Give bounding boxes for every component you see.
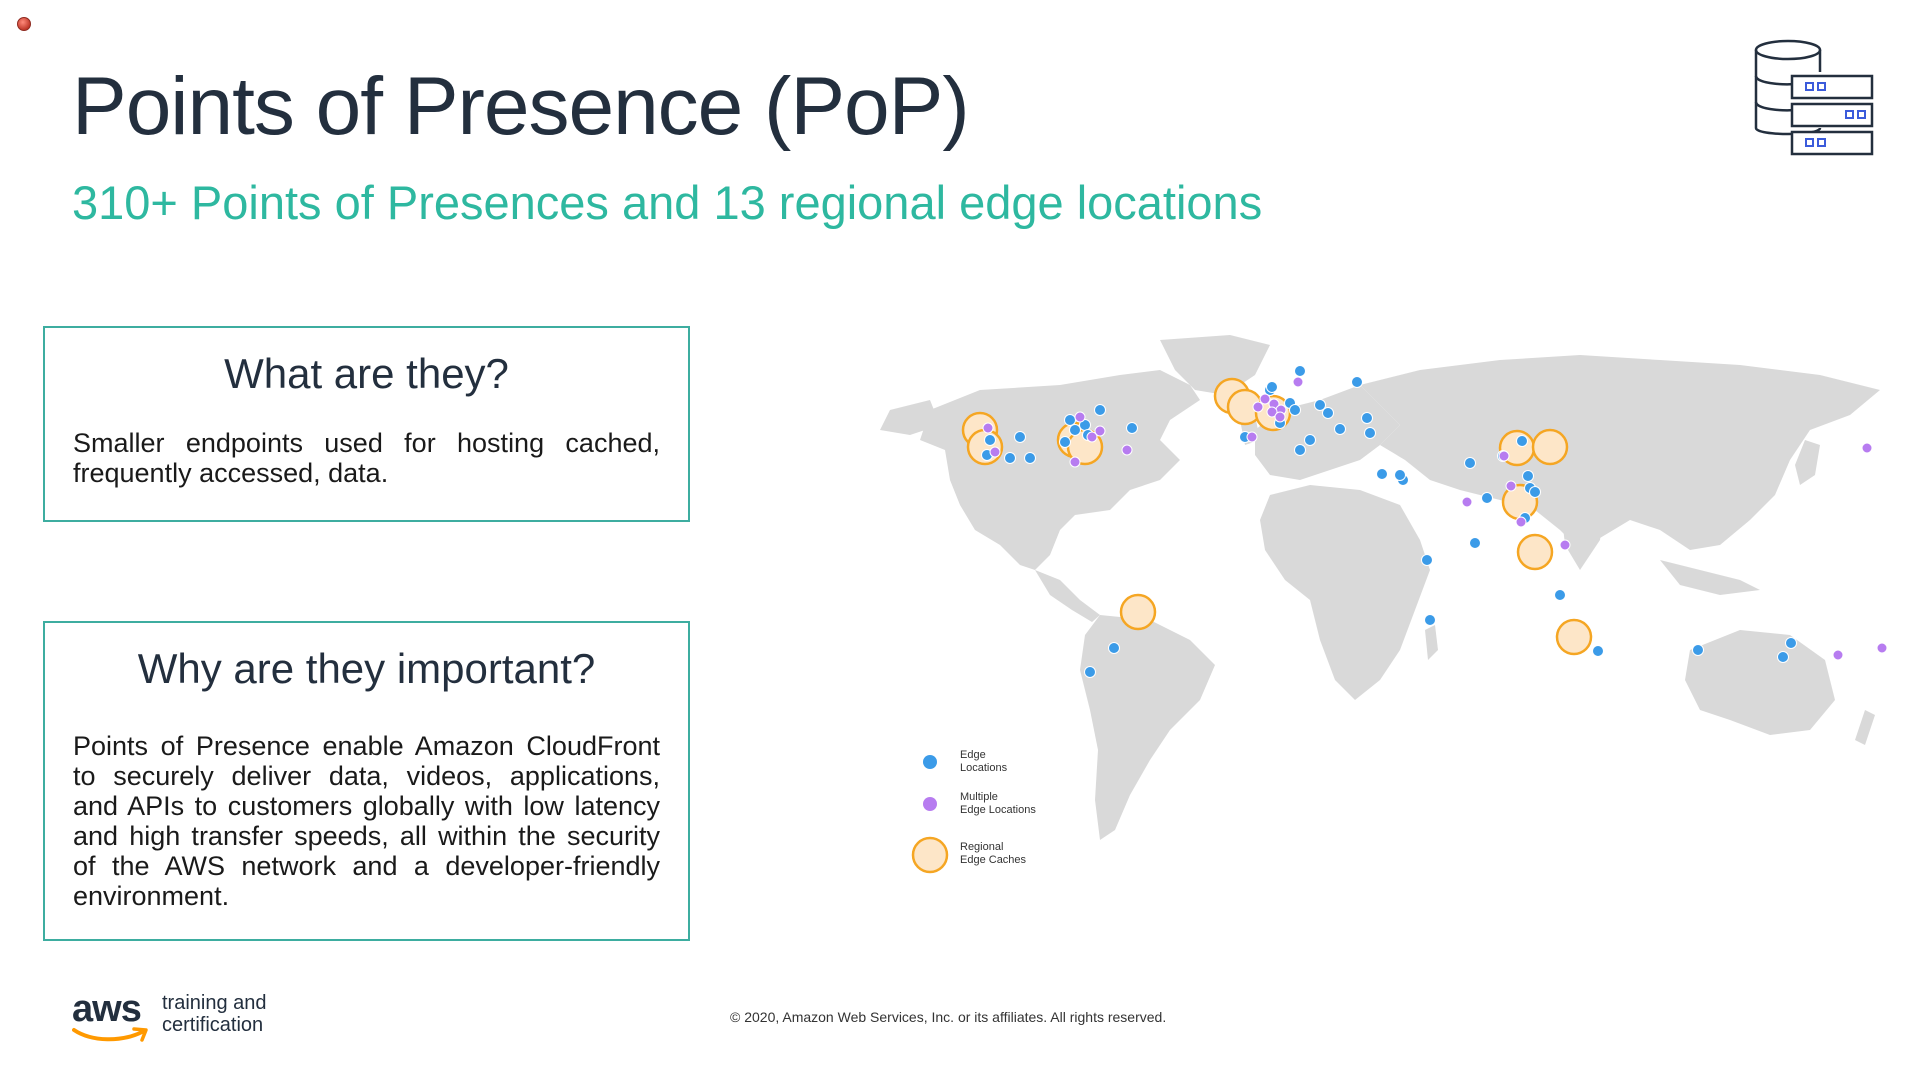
legend-multi-label: Multiple Edge Locations <box>960 791 1036 816</box>
multiple-edge-location-marker <box>1121 444 1133 456</box>
edge-location-marker <box>1294 444 1306 456</box>
edge-location-marker <box>1126 422 1138 434</box>
multiple-edge-location-marker <box>1074 411 1086 423</box>
edge-location-marker <box>1014 431 1026 443</box>
multiple-edge-location-marker <box>1246 431 1258 443</box>
edge-location-marker <box>1294 365 1306 377</box>
card-body: Points of Presence enable Amazon CloudFr… <box>73 731 660 911</box>
multiple-edge-location-marker <box>1274 411 1286 423</box>
card-heading: What are they? <box>224 350 509 397</box>
multiple-edge-location-marker <box>1086 431 1098 443</box>
multiple-edge-location-marker <box>989 446 1001 458</box>
edge-location-marker <box>1421 554 1433 566</box>
multiple-edge-location-marker <box>1515 516 1527 528</box>
multiple-edge-location-marker <box>1252 401 1264 413</box>
edge-location-marker <box>1516 435 1528 447</box>
page-title: Points of Presence (PoP) <box>72 61 970 152</box>
legend-regional-label: Regional Edge Caches <box>960 841 1027 866</box>
copyright-notice: © 2020, Amazon Web Services, Inc. or its… <box>730 1009 1167 1025</box>
multiple-edge-location-marker <box>1876 642 1888 654</box>
multiple-edge-location-marker <box>1832 649 1844 661</box>
what-are-they-card: What are they? Smaller endpoints used fo… <box>43 326 690 522</box>
edge-location-marker <box>1464 457 1476 469</box>
card-heading: Why are they important? <box>137 645 596 692</box>
edge-location-marker <box>1108 642 1120 654</box>
legend-edge-label: Edge Locations <box>960 749 1008 774</box>
edge-location-marker <box>1094 404 1106 416</box>
aws-tagline: training and certification <box>162 992 267 1036</box>
edge-location-marker <box>1004 452 1016 464</box>
edge-location-marker <box>1469 537 1481 549</box>
world-map <box>880 335 1888 840</box>
multiple-edge-location-marker <box>1094 425 1106 437</box>
regional-edge-cache-marker <box>1555 618 1593 656</box>
edge-location-marker <box>1304 434 1316 446</box>
land-indonesia <box>1660 560 1760 595</box>
land-greenland <box>1160 335 1270 395</box>
regional-edge-cache-marker <box>1119 593 1157 631</box>
edge-location-marker <box>1424 614 1436 626</box>
edge-location-marker <box>1084 666 1096 678</box>
land-madagascar <box>1425 625 1438 660</box>
land-asia <box>1360 355 1880 550</box>
aws-training-logo: aws training and certification <box>72 988 282 1046</box>
edge-location-marker <box>1322 407 1334 419</box>
land-alaska <box>880 400 940 435</box>
edge-location-marker <box>1364 427 1376 439</box>
edge-location-marker <box>1314 399 1326 411</box>
multiple-edge-location-marker <box>1861 442 1873 454</box>
edge-location-marker <box>1785 637 1797 649</box>
map-legend: Edge Locations Multiple Edge Locations Reg… <box>905 745 1125 885</box>
multiple-edge-location-marker <box>1461 496 1473 508</box>
edge-location-marker <box>1069 424 1081 436</box>
edge-location-marker <box>1554 589 1566 601</box>
edge-location-marker <box>1522 470 1534 482</box>
edge-location-marker <box>1361 412 1373 424</box>
legend-regional-circle <box>911 836 949 874</box>
multiple-edge-location-marker <box>1069 456 1081 468</box>
card-body: Smaller endpoints used for hosting cache… <box>73 428 660 488</box>
page-subtitle: 310+ Points of Presences and 13 regional… <box>72 176 1263 229</box>
land-north-america <box>920 370 1200 570</box>
multiple-edge-location-marker <box>1259 393 1271 405</box>
land-africa <box>1260 485 1430 700</box>
edge-location-marker <box>1481 492 1493 504</box>
regional-edge-cache-marker <box>1516 533 1554 571</box>
edge-location-marker <box>1394 469 1406 481</box>
edge-location-marker <box>1777 651 1789 663</box>
land-central-america <box>1035 570 1100 622</box>
multiple-edge-location-marker <box>1498 450 1510 462</box>
land-india <box>1560 500 1605 570</box>
land-japan <box>1795 440 1820 485</box>
land-australia <box>1685 630 1835 735</box>
edge-location-marker <box>1334 423 1346 435</box>
record-indicator-icon <box>17 17 31 31</box>
edge-location-marker <box>1064 414 1076 426</box>
why-important-card: Why are they important? Points of Presen… <box>43 621 690 941</box>
edge-location-marker <box>984 434 996 446</box>
edge-location-marker <box>1266 381 1278 393</box>
edge-location-dots <box>981 365 1888 678</box>
multiple-edge-location-marker <box>1505 480 1517 492</box>
database-server-icon <box>1754 39 1874 156</box>
land-new-zealand <box>1855 710 1875 745</box>
edge-location-marker <box>1289 404 1301 416</box>
edge-location-marker <box>1529 486 1541 498</box>
regional-edge-cache-marker <box>1531 428 1569 466</box>
legend-edge-dot <box>923 755 937 769</box>
edge-location-marker <box>1024 452 1036 464</box>
edge-location-marker <box>1692 644 1704 656</box>
aws-smile-icon <box>72 1027 148 1042</box>
aws-wordmark: aws <box>72 988 142 1030</box>
edge-location-marker <box>1351 376 1363 388</box>
multiple-edge-location-marker <box>982 422 994 434</box>
edge-location-marker <box>1376 468 1388 480</box>
multiple-edge-location-marker <box>1266 406 1278 418</box>
edge-location-marker <box>1592 645 1604 657</box>
multiple-edge-location-marker <box>1559 539 1571 551</box>
multiple-edge-location-marker <box>1292 376 1304 388</box>
land-south-america <box>1080 615 1215 840</box>
edge-location-marker <box>1059 436 1071 448</box>
legend-multi-dot <box>923 797 937 811</box>
